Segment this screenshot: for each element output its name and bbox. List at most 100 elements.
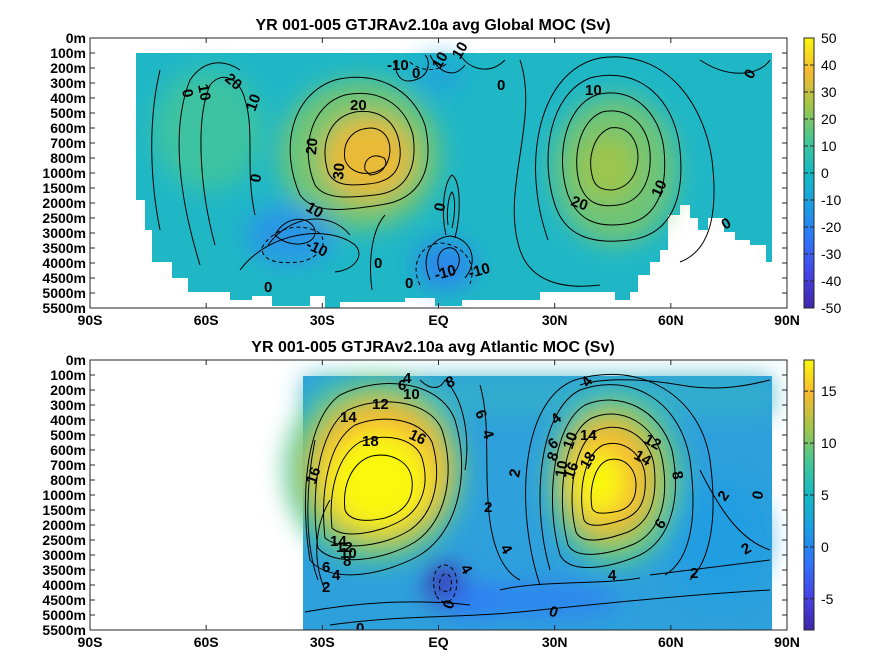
contour-label: 6 (322, 559, 330, 576)
y-tick-label: 400m (50, 90, 86, 106)
contour-label: 30 (330, 162, 348, 180)
contour-label: 20 (569, 193, 590, 215)
contour-label: 16 (561, 460, 583, 481)
y-tick-label: 500m (50, 105, 86, 121)
colorbar-tick-label: -10 (821, 192, 841, 208)
y-tick-label: 4500m (42, 270, 86, 286)
x-tick-label: EQ (428, 312, 448, 328)
atlantic-cells (285, 375, 772, 620)
x-tick-label: 30N (542, 312, 568, 328)
x-tick-label: 60N (658, 634, 684, 650)
y-tick-label: 1000m (42, 487, 86, 503)
y-tick-label: 4000m (42, 577, 86, 593)
x-tick-label: 90S (78, 312, 103, 328)
contour-label: 14 (631, 447, 655, 470)
y-tick-label: 200m (50, 382, 86, 398)
contour-label: 8 (343, 553, 351, 570)
contour-label: 20 (303, 137, 321, 155)
contour-label: 0 (356, 620, 364, 637)
global-neg-contours (261, 61, 473, 286)
colorbar-tick-label: 15 (821, 383, 837, 399)
contour-label: -10 (387, 57, 409, 74)
global-moc-field: 0 10 20 10 -10 0 10 20 30 20 10 0 10 -10… (136, 39, 772, 308)
x-tick-label: 90N (774, 312, 800, 328)
x-tick-label: 90N (774, 634, 800, 650)
y-tick-label: 1500m (42, 502, 86, 518)
contour-label: 10 (429, 49, 452, 72)
contour-label: 2 (322, 579, 330, 596)
contour-label: 0 (247, 173, 265, 184)
y-tick-label: 3000m (42, 225, 86, 241)
y-tick-label: 3500m (42, 240, 86, 256)
colorbar-tick-label: 10 (821, 435, 837, 451)
y-tick-label: 400m (50, 412, 86, 428)
y-tick-label: 1500m (42, 180, 86, 196)
contour-label: 4 (332, 567, 341, 584)
x-tick-label: 30N (542, 634, 568, 650)
contour-label: 10 (552, 459, 572, 478)
contour-label: 10 (243, 92, 265, 113)
global-cells (153, 55, 677, 290)
y-tick-label: 100m (50, 367, 86, 383)
atlantic-x-axis: 90S 60S 30S EQ 30N 60N 90N (78, 360, 800, 650)
y-tick-label: 3500m (42, 562, 86, 578)
colorbar-tick-label: 30 (821, 84, 837, 100)
contour-label: 10 (560, 430, 582, 451)
atlantic-neg-contours (433, 564, 458, 603)
contour-label: 2 (506, 468, 524, 479)
contour-label: 16 (303, 465, 325, 486)
global-moc-title: YR 001-005 GTJRAv2.10a avg Global MOC (S… (255, 17, 610, 34)
contour-label: 0 (431, 202, 449, 213)
atlantic-moc-panel: YR 001-005 GTJRAv2.10a avg Atlantic MOC … (42, 339, 836, 650)
y-tick-label: 3000m (42, 547, 86, 563)
contour-label: 8 (668, 470, 686, 481)
y-tick-label: 2000m (42, 517, 86, 533)
contour-label: 18 (577, 449, 600, 472)
global-colorbar-ticks: 50 40 30 20 10 0 -10 -20 -30 -40 -50 (804, 30, 841, 316)
contour-label: 12 (372, 396, 389, 413)
atlantic-moc-title: YR 001-005 GTJRAv2.10a avg Atlantic MOC … (251, 339, 614, 356)
x-tick-label: 90S (78, 634, 103, 650)
y-tick-label: 600m (50, 442, 86, 458)
y-tick-label: 5000m (42, 285, 86, 301)
contour-label: 2 (484, 499, 492, 516)
contour-label: 0 (374, 255, 382, 272)
contour-label: 12 (641, 431, 664, 454)
colorbar-tick-label: -5 (821, 591, 834, 607)
y-tick-label: 5000m (42, 607, 86, 623)
x-tick-label: 60S (194, 312, 219, 328)
contour-label: 14 (340, 409, 357, 426)
contour-label: 12 (336, 539, 353, 556)
y-tick-label: 2500m (42, 210, 86, 226)
contour-label: 18 (362, 433, 379, 450)
contour-label: 10 (585, 82, 602, 99)
y-tick-label: 1000m (42, 165, 86, 181)
global-moc-panel: YR 001-005 GTJRAv2.10a avg Global MOC (S… (42, 17, 841, 328)
colorbar-tick-label: -50 (821, 300, 841, 316)
contour-label: 0 (749, 490, 767, 501)
contour-label: 4 (403, 370, 412, 387)
atlantic-moc-field: 6 4 8 10 12 14 18 16 16 6 4 2 4 6 8 10 1… (285, 370, 772, 637)
y-tick-label: 4500m (42, 592, 86, 608)
colorbar-tick-label: -30 (821, 246, 841, 262)
contour-label: 10 (648, 177, 670, 199)
contour-label: 10 (403, 386, 420, 403)
x-tick-label: EQ (428, 634, 448, 650)
contour-label: 10 (340, 545, 357, 562)
colorbar-tick-label: -40 (821, 273, 841, 289)
y-tick-label: 5500m (42, 622, 86, 638)
contour-label: 10 (449, 39, 472, 62)
colorbar-tick-label: 0 (821, 165, 829, 181)
contour-label: 10 (303, 199, 326, 222)
y-tick-label: 2000m (42, 195, 86, 211)
contour-label: 16 (406, 426, 428, 448)
x-tick-label: 60S (194, 634, 219, 650)
global-x-axis: 90S 60S 30S EQ 30N 60N 90N (78, 38, 800, 328)
contour-label: -10 (433, 262, 458, 284)
contour-label: 0 (178, 88, 196, 99)
colorbar-tick-label: 10 (821, 138, 837, 154)
y-tick-label: 500m (50, 427, 86, 443)
contour-label: 0 (264, 279, 272, 296)
y-tick-label: 700m (50, 457, 86, 473)
